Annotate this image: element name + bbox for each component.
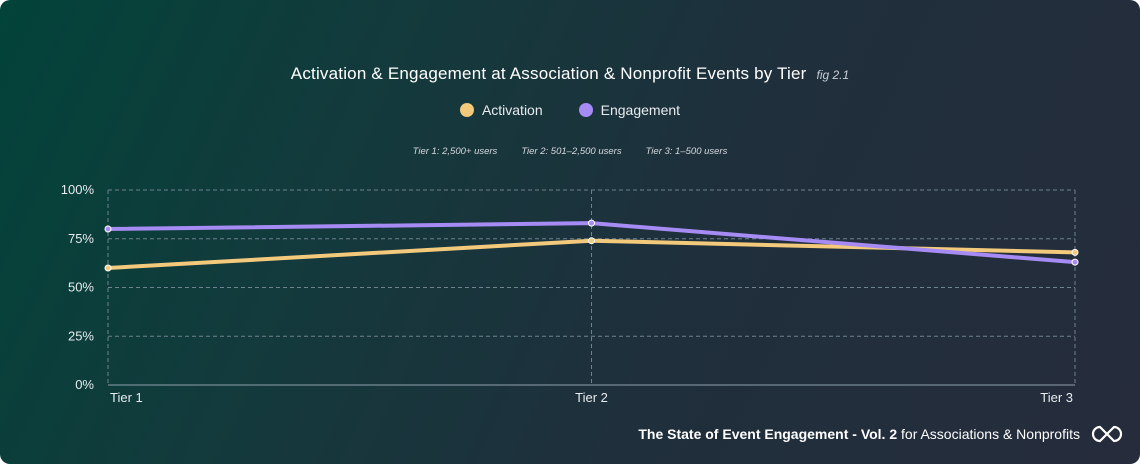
activation-point xyxy=(588,237,595,245)
activation-point xyxy=(104,264,112,272)
y-tick-label: 25% xyxy=(68,328,94,343)
x-tick-label: Tier 1 xyxy=(110,390,143,405)
activation-point xyxy=(1071,248,1079,256)
chart-legend: Activation Engagement xyxy=(0,102,1140,118)
y-tick-label: 0% xyxy=(75,377,94,392)
legend-label-engagement: Engagement xyxy=(600,102,681,118)
chart-header: Activation & Engagement at Association &… xyxy=(0,64,1140,84)
legend-item-activation: Activation xyxy=(459,102,543,118)
y-tick-label: 75% xyxy=(68,231,94,246)
engagement-point xyxy=(104,225,112,233)
y-tick-label: 100% xyxy=(61,182,95,197)
legend-dot-activation xyxy=(459,103,474,117)
engagement-point xyxy=(588,219,595,227)
tier-notes: Tier 1: 2,500+ users Tier 2: 501–2,500 u… xyxy=(0,146,1140,157)
infinity-logo-icon xyxy=(1091,425,1123,443)
engagement-point xyxy=(1071,258,1079,266)
legend-label-activation: Activation xyxy=(481,102,543,118)
footer-title: The State of Event Engagement - Vol. 2 xyxy=(638,426,898,442)
chart-title: Activation & Engagement at Association &… xyxy=(290,64,807,83)
x-tick-label: Tier 2 xyxy=(575,390,608,405)
y-tick-label: 50% xyxy=(68,280,94,295)
x-tick-label: Tier 3 xyxy=(1040,390,1073,405)
tier-note-3: Tier 3: 1–500 users xyxy=(645,146,728,157)
tier-note-1: Tier 1: 2,500+ users xyxy=(412,146,498,157)
footer-subtitle: for Associations & Nonprofits xyxy=(897,426,1080,442)
legend-dot-engagement xyxy=(578,103,593,117)
figure-label: fig 2.1 xyxy=(816,68,850,82)
legend-item-engagement: Engagement xyxy=(578,102,681,118)
footer-text: The State of Event Engagement - Vol. 2 f… xyxy=(638,426,1080,442)
tier-note-2: Tier 2: 501–2,500 users xyxy=(521,146,622,157)
